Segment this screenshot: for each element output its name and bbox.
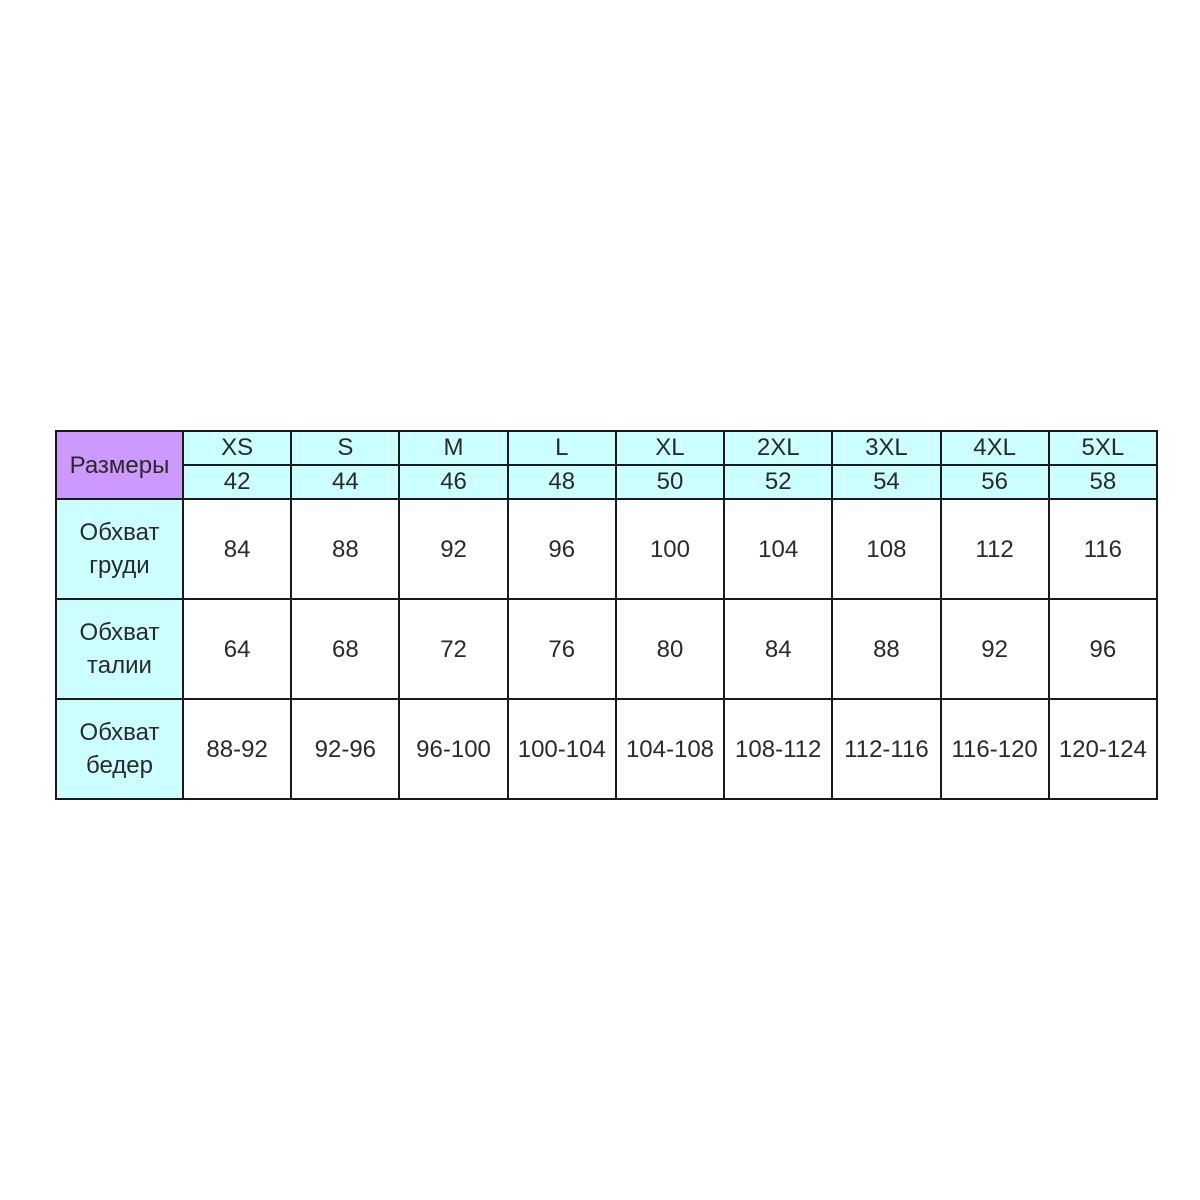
value-cell: 88 bbox=[831, 598, 942, 700]
value-cell: 96-100 bbox=[398, 698, 509, 800]
value-cell: 88-92 bbox=[181, 698, 293, 800]
size-number-cell: 44 bbox=[290, 464, 401, 500]
row-label-line: Обхват bbox=[79, 719, 160, 746]
value-cell: 80 bbox=[614, 598, 726, 700]
size-letter-cell: M bbox=[398, 430, 509, 466]
size-letter-cell: L bbox=[506, 430, 617, 466]
value-cell: 100 bbox=[614, 498, 726, 600]
row-label-line: талии bbox=[87, 652, 152, 679]
value-cell: 76 bbox=[506, 598, 617, 700]
value-cell: 84 bbox=[181, 498, 293, 600]
size-letter-cell: XL bbox=[614, 430, 726, 466]
row-label-line: Обхват bbox=[79, 619, 160, 646]
size-number-cell: 46 bbox=[398, 464, 509, 500]
size-chart-table: Размеры XS S M L XL 2XL 3XL 4XL 5XL 42 44 46 48 50 52… bbox=[55, 430, 1159, 800]
size-letter-cell: 4XL bbox=[939, 430, 1050, 466]
value-cell: 116-120 bbox=[939, 698, 1050, 800]
value-cell: 96 bbox=[1047, 598, 1159, 700]
value-cell: 100-104 bbox=[506, 698, 617, 800]
value-cell: 96 bbox=[506, 498, 617, 600]
value-cell: 112-116 bbox=[831, 698, 942, 800]
size-number-cell: 54 bbox=[831, 464, 942, 500]
value-cell: 104 bbox=[723, 498, 834, 600]
size-letter-cell: XS bbox=[181, 430, 293, 466]
value-cell: 104-108 bbox=[614, 698, 726, 800]
size-number-cell: 42 bbox=[181, 464, 293, 500]
size-number-cell: 52 bbox=[723, 464, 834, 500]
size-letter-cell: S bbox=[290, 430, 401, 466]
row-label-line: груди bbox=[89, 552, 150, 579]
size-letter-cell: 3XL bbox=[831, 430, 942, 466]
sizes-header-cell: Размеры bbox=[55, 430, 184, 500]
table-row: Обхват груди 84 88 92 96 100 104 108 112 116 bbox=[55, 498, 1159, 600]
size-letter-row: Размеры XS S M L XL 2XL 3XL 4XL 5XL bbox=[55, 430, 1159, 500]
table-row: Обхват бедер 88-92 92-96 96-100 100-104 104-10… bbox=[55, 698, 1159, 800]
size-letter-cell: 5XL bbox=[1047, 430, 1159, 466]
size-number-row: 42 44 46 48 50 52 54 56 58 bbox=[56, 464, 1159, 500]
value-cell: 64 bbox=[181, 598, 293, 700]
size-number-cell: 58 bbox=[1047, 464, 1159, 500]
row-label-cell: Обхват груди bbox=[55, 498, 184, 600]
value-cell: 84 bbox=[723, 598, 834, 700]
row-label-line: бедер bbox=[86, 752, 153, 779]
value-cell: 92 bbox=[939, 598, 1050, 700]
row-label-line: Обхват bbox=[79, 519, 160, 546]
row-label-cell: Обхват талии bbox=[55, 598, 184, 700]
value-cell: 92 bbox=[398, 498, 509, 600]
row-label-cell: Обхват бедер bbox=[55, 698, 184, 800]
value-cell: 116 bbox=[1047, 498, 1159, 600]
size-letter-cell: 2XL bbox=[723, 430, 834, 466]
value-cell: 88 bbox=[290, 498, 401, 600]
size-number-cell: 50 bbox=[614, 464, 726, 500]
value-cell: 112 bbox=[939, 498, 1050, 600]
value-cell: 108 bbox=[831, 498, 942, 600]
value-cell: 68 bbox=[290, 598, 401, 700]
table-row: Обхват талии 64 68 72 76 80 84 88 92 96 bbox=[55, 598, 1159, 700]
size-number-cell: 56 bbox=[939, 464, 1050, 500]
size-number-cell: 48 bbox=[506, 464, 617, 500]
value-cell: 108-112 bbox=[723, 698, 834, 800]
value-cell: 72 bbox=[398, 598, 509, 700]
value-cell: 92-96 bbox=[290, 698, 401, 800]
value-cell: 120-124 bbox=[1047, 698, 1159, 800]
